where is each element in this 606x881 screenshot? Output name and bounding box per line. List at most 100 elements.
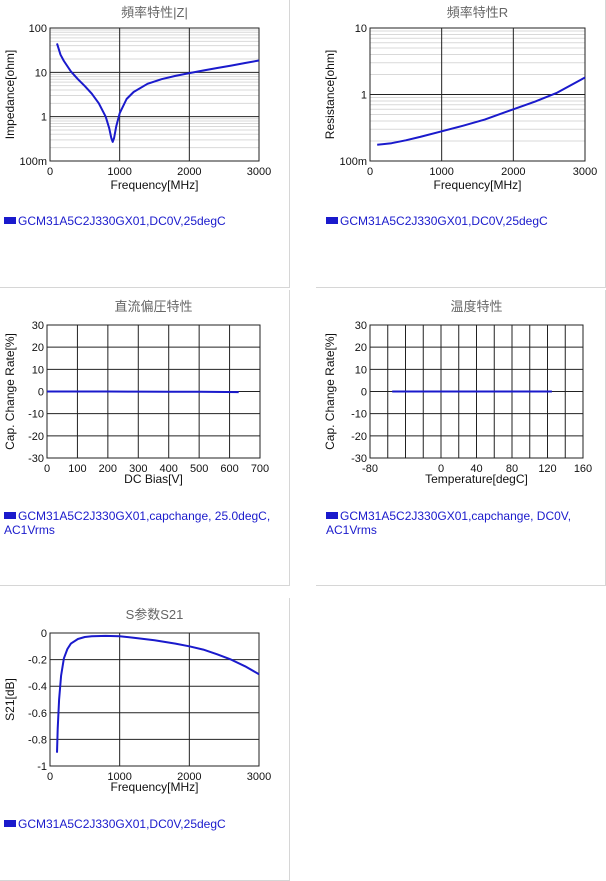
chart-title: 直流偏圧特性: [114, 299, 192, 314]
x-tick-label: 3000: [247, 166, 271, 178]
x-tick-label: 0: [47, 166, 53, 178]
series-line: [47, 390, 239, 394]
y-tick-label: 10: [355, 23, 367, 35]
x-axis-label: Frequency[MHz]: [110, 178, 198, 192]
series-line: [377, 76, 586, 146]
y-axis-label: Resistance[ohm]: [323, 50, 337, 139]
y-tick-label: -20: [28, 431, 44, 443]
panel-temperature: 温度特性 -30 -20 -10 0 10 20 30 -80 0 40 80 120 160 Temper…: [316, 290, 606, 586]
y-tick-label: 1: [361, 90, 367, 102]
x-tick-label: 80: [506, 463, 518, 475]
chart-title: 頻率特性|Z|: [121, 5, 188, 20]
legend-resistance[interactable]: GCM31A5C2J330GX01,DC0V,25degC: [326, 214, 606, 228]
y-axis-label: Impedance[ohm]: [3, 50, 17, 139]
y-tick-label: -10: [28, 409, 44, 421]
y-tick-label: -30: [351, 453, 367, 465]
y-tick-label: 100: [29, 23, 47, 35]
y-tick-label: 100m: [19, 156, 47, 168]
x-tick-label: -80: [362, 463, 378, 475]
y-tick-label: 10: [355, 364, 367, 376]
y-axis-label: S21[dB]: [3, 678, 17, 721]
x-tick-label: 700: [251, 463, 269, 475]
y-tick-label: 30: [355, 320, 367, 332]
x-tick-label: 300: [129, 463, 147, 475]
y-tick-label: 30: [32, 320, 44, 332]
legend-swatch: [4, 217, 16, 224]
chart-title: S参数S21: [126, 607, 184, 622]
y-tick-label: -1: [37, 761, 47, 773]
legend-label: GCM31A5C2J330GX01,capchange, DC0V, AC1Vr…: [326, 509, 572, 537]
legend-swatch: [326, 217, 338, 224]
x-tick-label: 3000: [573, 166, 597, 178]
legend-label: GCM31A5C2J330GX01,DC0V,25degC: [18, 817, 226, 831]
x-tick-label: 160: [574, 463, 592, 475]
x-tick-label: 2000: [177, 166, 201, 178]
y-tick-label: 1: [41, 112, 47, 124]
x-axis-label: Frequency[MHz]: [433, 178, 521, 192]
panel-s21: S参数S21 -1 -0.8 -0.6 -0.4 -0.2 0 0 1000 2000 3000 Fr…: [0, 598, 290, 881]
x-tick-label: 3000: [247, 771, 271, 783]
panel-dcbias: 直流偏圧特性 -30 -20 -10 0 10 20 30 0 100 200 300 400 500 60…: [0, 290, 290, 586]
y-axis-label: Cap. Change Rate[%]: [3, 333, 17, 450]
y-tick-label: 20: [32, 342, 44, 354]
panel-resistance: 頻率特性R 100m 1 10 0 1000 2000 3000 Frequency[MHz] R…: [316, 0, 606, 288]
chart-title: 頻率特性R: [447, 5, 508, 20]
x-tick-label: 0: [47, 771, 53, 783]
plot-frame: [49, 632, 260, 767]
panel-impedance: 頻率特性|Z| 100m 1 10 100 0 1000 2000 3000 Frequency[…: [0, 0, 290, 288]
y-tick-label: -0.6: [28, 708, 47, 720]
x-tick-label: 120: [538, 463, 556, 475]
y-tick-label: -10: [351, 409, 367, 421]
legend-label: GCM31A5C2J330GX01,DC0V,25degC: [340, 214, 548, 228]
series-line: [56, 43, 260, 143]
x-tick-label: 40: [470, 463, 482, 475]
chart-s21: S参数S21 -1 -0.8 -0.6 -0.4 -0.2 0 0 1000 2000 3000 Fr…: [3, 607, 271, 794]
y-tick-label: -0.4: [28, 681, 47, 693]
x-tick-label: 0: [44, 463, 50, 475]
plot-frame: [49, 27, 260, 162]
x-tick-label: 600: [220, 463, 238, 475]
y-tick-label: 0: [41, 628, 47, 640]
y-tick-label: 10: [32, 364, 44, 376]
x-tick-label: 0: [367, 166, 373, 178]
y-tick-label: 0: [38, 387, 44, 399]
x-tick-label: 500: [190, 463, 208, 475]
x-tick-label: 1000: [107, 771, 131, 783]
y-axis-label: Cap. Change Rate[%]: [323, 333, 337, 450]
legend-swatch: [4, 512, 16, 519]
x-tick-label: 400: [160, 463, 178, 475]
x-tick-label: 200: [99, 463, 117, 475]
legend-temperature[interactable]: GCM31A5C2J330GX01,capchange, DC0V, AC1Vr…: [326, 509, 606, 537]
plot-frame: [369, 324, 584, 459]
x-tick-label: 1000: [429, 166, 453, 178]
x-tick-label: 1000: [107, 166, 131, 178]
legend-swatch: [326, 512, 338, 519]
series-line: [56, 634, 260, 753]
plot-frame: [369, 27, 586, 162]
x-axis-label: Temperature[degC]: [425, 472, 528, 486]
legend-label: GCM31A5C2J330GX01,capchange, 25.0degC, A…: [4, 509, 271, 537]
chart-title: 温度特性: [450, 299, 502, 314]
y-tick-label: -20: [351, 431, 367, 443]
y-tick-label: 0: [361, 387, 367, 399]
chart-resistance: 頻率特性R 100m 1 10 0 1000 2000 3000 Frequency[MHz] R…: [323, 5, 597, 192]
x-tick-label: 100: [68, 463, 86, 475]
y-tick-label: 10: [35, 67, 47, 79]
legend-label: GCM31A5C2J330GX01,DC0V,25degC: [18, 214, 226, 228]
x-tick-label: 0: [438, 463, 444, 475]
x-tick-label: 2000: [501, 166, 525, 178]
legend-impedance[interactable]: GCM31A5C2J330GX01,DC0V,25degC: [4, 214, 286, 228]
legend-s21[interactable]: GCM31A5C2J330GX01,DC0V,25degC: [4, 817, 286, 831]
y-tick-label: -0.2: [28, 655, 47, 667]
y-tick-label: 100m: [339, 156, 367, 168]
x-axis-label: Frequency[MHz]: [110, 780, 198, 794]
y-tick-label: -30: [28, 453, 44, 465]
y-tick-label: 20: [355, 342, 367, 354]
legend-dcbias[interactable]: GCM31A5C2J330GX01,capchange, 25.0degC, A…: [4, 509, 286, 537]
x-tick-label: 2000: [177, 771, 201, 783]
legend-swatch: [4, 820, 16, 827]
y-tick-label: -0.8: [28, 734, 47, 746]
x-axis-label: DC Bias[V]: [124, 472, 183, 486]
